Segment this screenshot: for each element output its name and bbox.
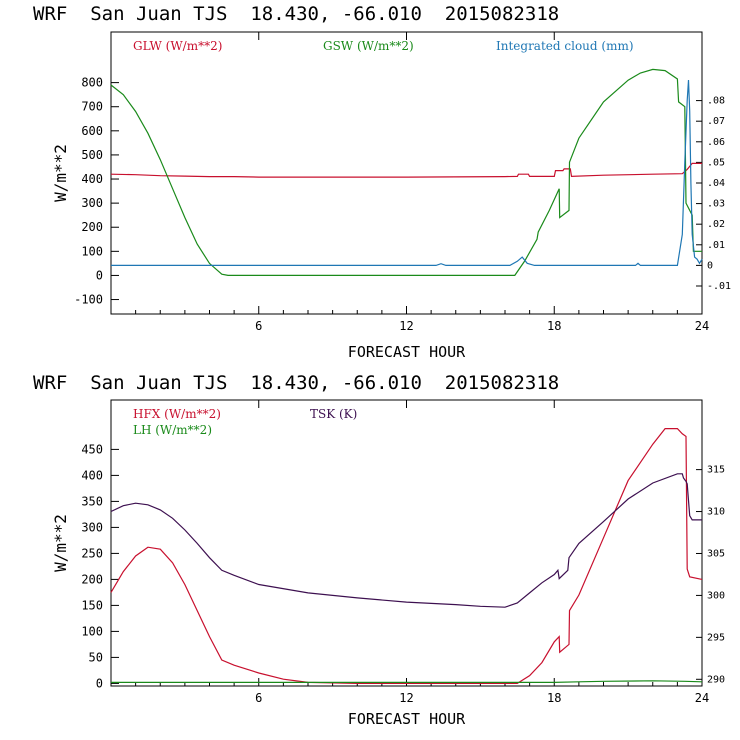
chart1-series-line-2 [110, 68, 702, 276]
chart1-series-line-1 [110, 162, 702, 178]
chart2-y-tick-label: 400 [81, 468, 103, 482]
chart2-y-tick-label: 0 [96, 676, 103, 690]
chart2-x-tick-label: 6 [255, 691, 262, 705]
chart2-y-tick-label: 150 [81, 598, 103, 612]
chart1-x-tick-label: 18 [547, 319, 561, 333]
chart1-x-axis-label: FORECAST HOUR [348, 343, 466, 361]
chart2-y-tick-label: 50 [89, 650, 103, 664]
chart1-legend-entry-1: GLW (W/m**2) [133, 39, 222, 53]
chart1-y-tick-label: 0 [96, 268, 103, 282]
chart2-series-line-1 [110, 428, 703, 685]
chart2-y-tick-label: 300 [81, 520, 103, 534]
chart2-series-line-2 [111, 680, 703, 684]
chart1-y2-tick-label: .01 [707, 240, 725, 251]
chart1-y-axis-label: W/m**2 [51, 144, 70, 202]
chart1-plot-frame [110, 31, 703, 315]
chart2-y-axis-label: W/m**2 [51, 514, 70, 572]
chart2-x-axis-label: FORECAST HOUR [348, 710, 466, 728]
chart2-y-tick-label: 450 [81, 442, 103, 456]
chart2-legend-entry-3: TSK (K) [310, 407, 357, 421]
chart1-y2-tick-label: .05 [707, 157, 725, 168]
chart1-y2-tick-label: .03 [707, 199, 725, 210]
chart1-y-tick-label: -100 [74, 293, 103, 307]
chart2-y-tick-label: 100 [81, 624, 103, 638]
chart1-y2-tick-label: .02 [707, 219, 725, 230]
chart1-y2-tick-label: 0 [707, 260, 713, 271]
chart1-series-line-3 [111, 79, 703, 266]
chart2-series-line-3 [110, 473, 702, 608]
chart1-y-tick-label: 700 [81, 100, 103, 114]
chart1-y-tick-label: 300 [81, 196, 103, 210]
chart2-legend-entry-1: HFX (W/m**2) [133, 407, 221, 421]
chart2-plot-frame [110, 399, 703, 687]
chart1-y2-tick-label: .04 [707, 178, 725, 189]
chart2-y-tick-label: 250 [81, 546, 103, 560]
chart1-x-tick-label: 6 [255, 319, 262, 333]
chart1-x-tick-label: 24 [695, 319, 709, 333]
chart1-y2-tick-label: .07 [707, 116, 725, 127]
chart1-y2-tick-label: -.01 [707, 281, 731, 292]
chart1-y-tick-label: 600 [81, 124, 103, 138]
chart1-y-tick-label: 200 [81, 220, 103, 234]
chart2-title: WRF San Juan TJS 18.430, -66.010 2015082… [33, 372, 559, 394]
chart1-y-tick-label: 500 [81, 148, 103, 162]
chart1-title: WRF San Juan TJS 18.430, -66.010 2015082… [33, 3, 559, 25]
chart2-x-tick-label: 24 [695, 691, 709, 705]
chart1-y2-tick-label: .06 [707, 137, 725, 148]
chart2-x-tick-label: 12 [399, 691, 413, 705]
chart2-y2-tick-label: 295 [707, 632, 725, 643]
chart1-y-tick-label: 800 [81, 76, 103, 90]
chart1-y-tick-label: 400 [81, 172, 103, 186]
chart1-y-tick-label: 100 [81, 244, 103, 258]
chart2-y2-tick-label: 300 [707, 590, 725, 601]
chart2-y-tick-label: 350 [81, 494, 103, 508]
chart1-legend-entry-3: Integrated cloud (mm) [496, 39, 634, 53]
chart2-y-tick-label: 200 [81, 572, 103, 586]
chart1-legend-entry-2: GSW (W/m**2) [323, 39, 414, 53]
chart2-y2-tick-label: 305 [707, 548, 725, 559]
chart2-y2-tick-label: 315 [707, 465, 725, 476]
chart2-legend-entry-2: LH (W/m**2) [133, 423, 212, 437]
chart2-y2-tick-label: 290 [707, 674, 725, 685]
chart2-x-tick-label: 18 [547, 691, 561, 705]
chart2-y2-tick-label: 310 [707, 507, 725, 518]
chart1-x-tick-label: 12 [399, 319, 413, 333]
chart1-y2-tick-label: .08 [707, 96, 725, 107]
